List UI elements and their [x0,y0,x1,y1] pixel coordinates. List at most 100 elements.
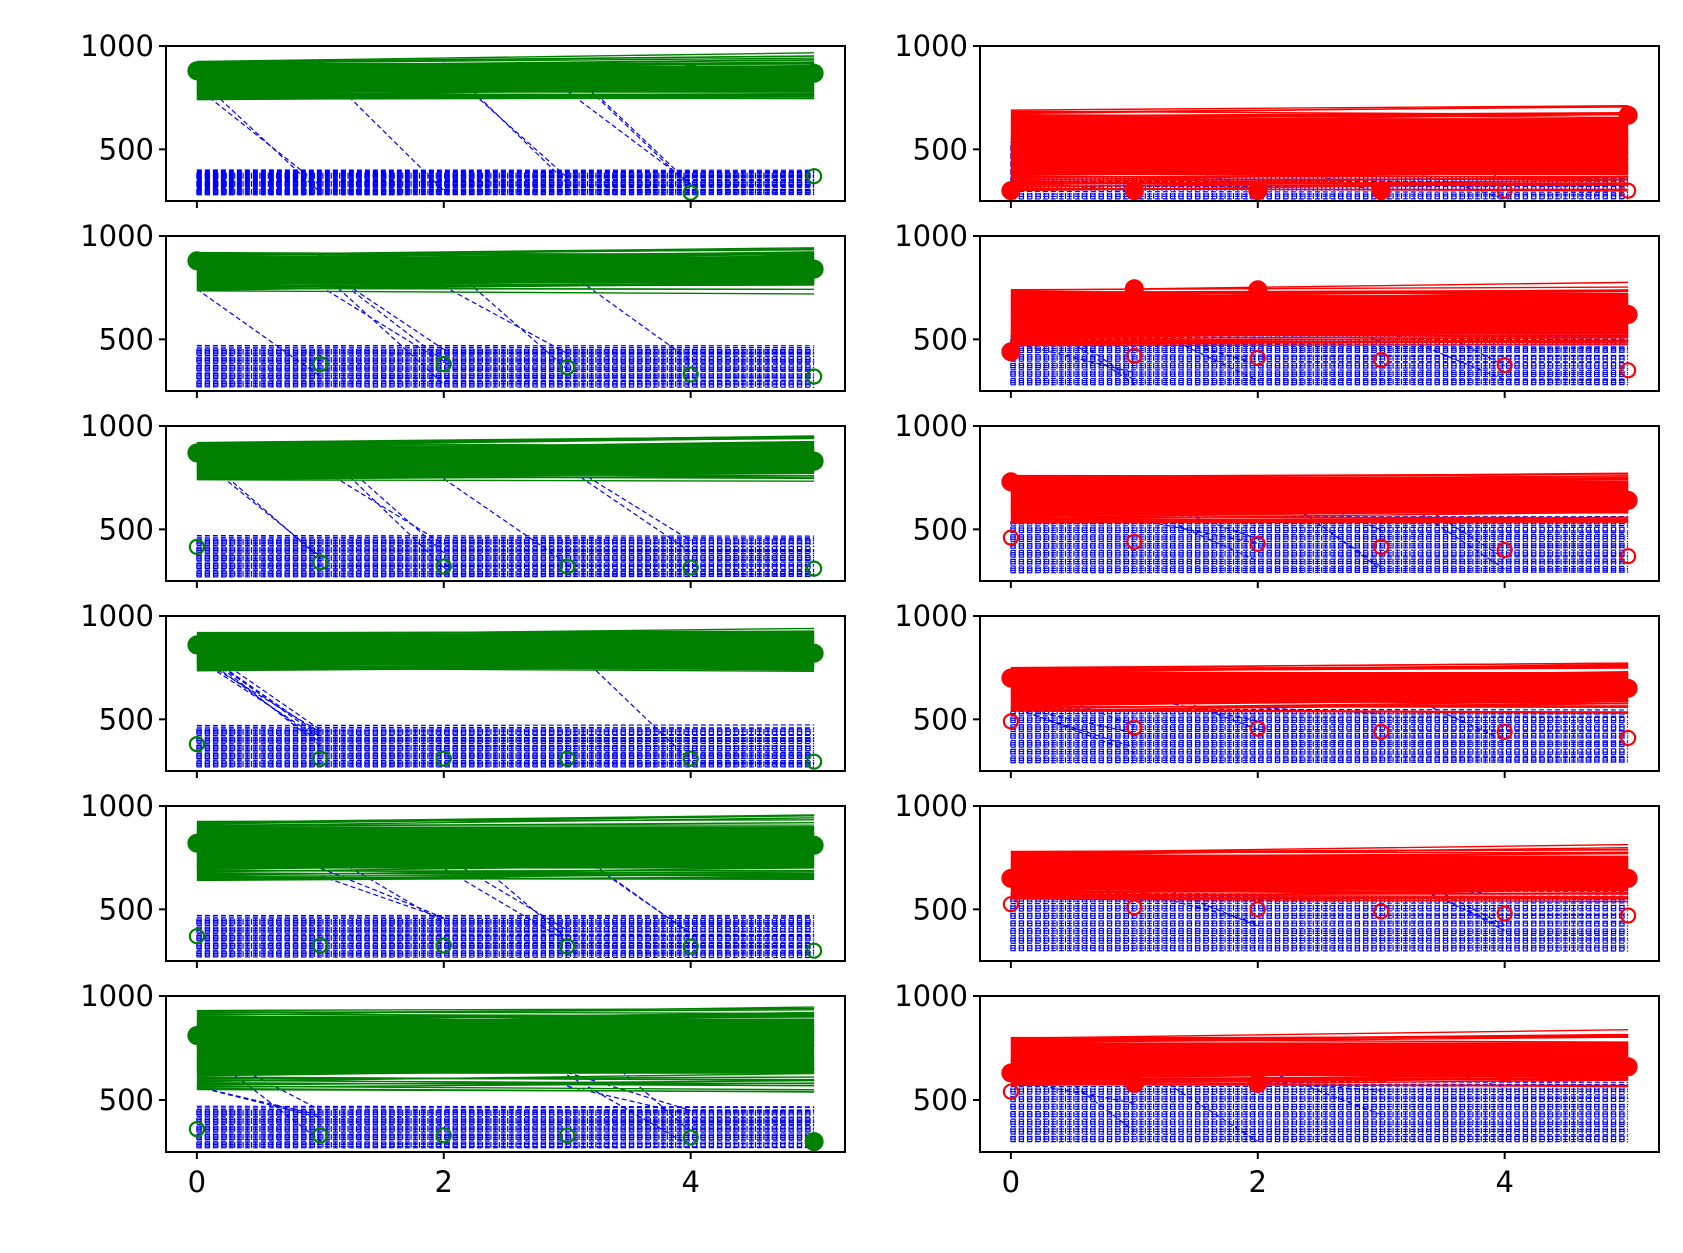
axes-frame [165,805,846,962]
marker-open [1002,713,1019,730]
subplot-r3-c0: 500 1000 [80,599,846,778]
marker-filled [804,1132,824,1152]
marker-filled [1495,678,1515,698]
marker-filled [1371,678,1391,698]
y-tick-label: 1000 [894,599,968,633]
plot-area [196,814,815,959]
marker-filled [187,833,207,853]
marker-filled [1618,678,1638,698]
marker-open [1496,723,1513,740]
axes-frame [979,235,1660,392]
x-tick-label: 4 [1495,1165,1513,1199]
marker-open [682,1129,699,1146]
y-tick-label: 500 [913,1083,968,1117]
blue-trajectories [196,62,815,196]
marker-open [435,937,452,954]
marker-open [435,750,452,767]
marker-filled [1001,1063,1021,1083]
marker-filled [1371,181,1391,201]
marker-filled [681,449,701,469]
plot-area [196,627,815,768]
marker-open [806,560,823,577]
marker-filled [310,1032,330,1052]
y-tick-label: 1000 [894,219,968,253]
marker-open [1620,548,1637,565]
band-core [1010,480,1629,514]
axes-frame [979,995,1660,1153]
blue-trajectories [196,442,815,578]
marker-filled [1001,868,1021,888]
marker-open [1496,357,1513,374]
marker-open [806,368,823,385]
axes-frame [979,45,1660,202]
y-tick-label: 500 [99,512,154,546]
band-core [196,65,815,93]
axes-frame [165,995,846,1153]
axes-frame [979,615,1660,772]
marker-filled [1618,490,1638,510]
marker-open [1126,533,1143,550]
y-tick-label: 1000 [894,789,968,823]
y-tick-label: 1000 [80,789,154,823]
y-tick-label: 500 [99,322,154,356]
y-tick-label: 500 [913,512,968,546]
marker-open [1620,907,1637,924]
marker-open [1496,541,1513,559]
colored-trajectories [196,52,815,101]
marker-filled [434,1034,454,1054]
y-tick-label: 1000 [894,409,968,443]
marker-filled [1371,300,1391,320]
marker-filled [1495,868,1515,888]
marker-filled [1124,181,1144,201]
subplot-r2-c0: 500 1000 [80,409,846,588]
marker-open [1620,182,1637,199]
colored-trajectories [1010,662,1629,715]
marker-filled [187,251,207,271]
marker-filled [557,835,577,855]
subplot-r3-c1: 500 1000 [894,599,1660,778]
y-tick-label: 1000 [80,599,154,633]
y-tick-label: 500 [913,132,968,166]
marker-filled [1001,668,1021,688]
marker-open [312,554,329,571]
marker-filled [681,63,701,83]
marker-open [312,1127,329,1144]
blue-trajectories [1010,677,1629,764]
marker-open [1249,720,1266,737]
x-tick-label: 4 [681,1165,699,1199]
marker-filled [1001,342,1021,362]
marker-open [1373,723,1390,740]
plot-area [196,247,815,388]
subplot-r4-c0: 500 1000 [80,789,846,968]
marker-open [1373,538,1390,556]
subplot-r1-c1: 500 1000 [894,219,1660,398]
marker-filled [310,62,330,82]
marker-filled [681,1034,701,1054]
y-tick-label: 1000 [80,409,154,443]
subplot-r5-c1: 500 1000 0 2 4 [894,979,1660,1199]
marker-filled [681,256,701,276]
y-tick-label: 1000 [80,219,154,253]
axes-frame [979,425,1660,582]
plot-area [196,52,815,196]
marker-open [312,356,329,373]
band-core [196,256,815,284]
marker-filled [1124,488,1144,508]
marker-filled [434,255,454,275]
marker-filled [1248,181,1268,201]
marker-filled [1495,488,1515,508]
y-tick-label: 1000 [894,979,968,1013]
marker-open [559,1127,576,1144]
marker-open [806,168,823,185]
plot-area [1010,104,1629,200]
marker-filled [1001,181,1021,201]
band-core [196,636,815,664]
y-tick-label: 1000 [80,29,154,63]
marker-filled [1495,1063,1515,1083]
marker-filled [1618,105,1638,125]
marker-filled [1618,305,1638,325]
marker-open [559,359,576,376]
colored-trajectories [196,814,815,882]
x-tick-label: 0 [188,1165,206,1199]
